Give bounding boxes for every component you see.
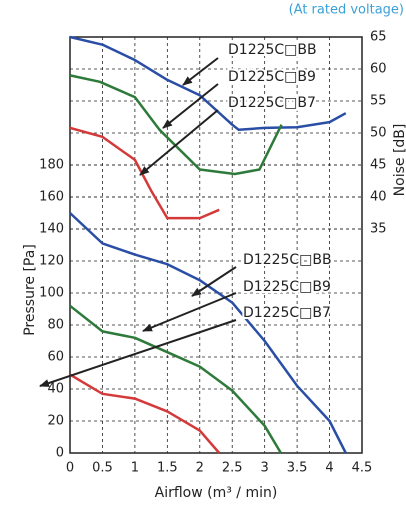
y-tick-label: 100 (39, 286, 64, 301)
arrow (162, 83, 219, 129)
curve-label: D1225C□B9 (228, 69, 316, 85)
curve-label: D1225C□B7 (243, 305, 331, 321)
y-tick-label: 80 (47, 318, 64, 333)
x-tick-label: 1.5 (157, 461, 178, 476)
note: (At rated voltage) (289, 3, 404, 18)
y2-tick-label: 65 (370, 30, 387, 45)
x-tick-label: 4 (325, 461, 333, 476)
y-tick-label: 0 (56, 446, 64, 461)
arrow (142, 292, 237, 332)
y-tick-label: 160 (39, 190, 64, 205)
arrow (182, 57, 219, 86)
x-tick-label: 1 (131, 461, 139, 476)
x-tick-label: 2.5 (222, 461, 243, 476)
line (69, 74, 283, 176)
y2-tick-label: 60 (370, 62, 387, 77)
x-axis-label: Airflow (m³ / min) (155, 485, 278, 501)
y2-axis-label: Noise [dB] (392, 124, 406, 197)
y-tick-label: 40 (47, 382, 64, 397)
y-tick-label: 180 (39, 158, 64, 173)
y-tick-label: 60 (47, 350, 64, 365)
x-tick-label: 2 (196, 461, 204, 476)
y2-tick-label: 50 (370, 126, 387, 141)
arrow (39, 319, 237, 387)
x-tick-label: 0 (66, 461, 74, 476)
arrow (139, 109, 219, 176)
arrow (191, 266, 237, 297)
y2-tick-label: 35 (370, 222, 387, 237)
y-tick-label: 120 (39, 254, 64, 269)
y-tick-label: 140 (39, 222, 64, 237)
y-tick-label: 20 (47, 414, 64, 429)
y2-tick-label: 45 (370, 158, 387, 173)
line (69, 212, 347, 454)
x-tick-label: 4.5 (352, 461, 373, 476)
curve-label: D1225C□BB (228, 42, 317, 58)
curve-label: D1225C□B9 (243, 279, 331, 295)
y2-tick-label: 40 (370, 190, 387, 205)
line (69, 373, 221, 454)
curve-label: D1225C□BB (243, 252, 332, 268)
y2-tick-label: 55 (370, 94, 387, 109)
curve-label: D1225C□B7 (228, 95, 316, 111)
x-tick-label: 0.5 (92, 461, 113, 476)
x-tick-label: 3 (261, 461, 269, 476)
line (69, 126, 220, 220)
line (69, 304, 282, 454)
y-axis-label: Pressure [Pa] (22, 244, 38, 336)
plot-frame (69, 36, 363, 454)
line (69, 35, 347, 132)
x-tick-label: 3.5 (287, 461, 308, 476)
